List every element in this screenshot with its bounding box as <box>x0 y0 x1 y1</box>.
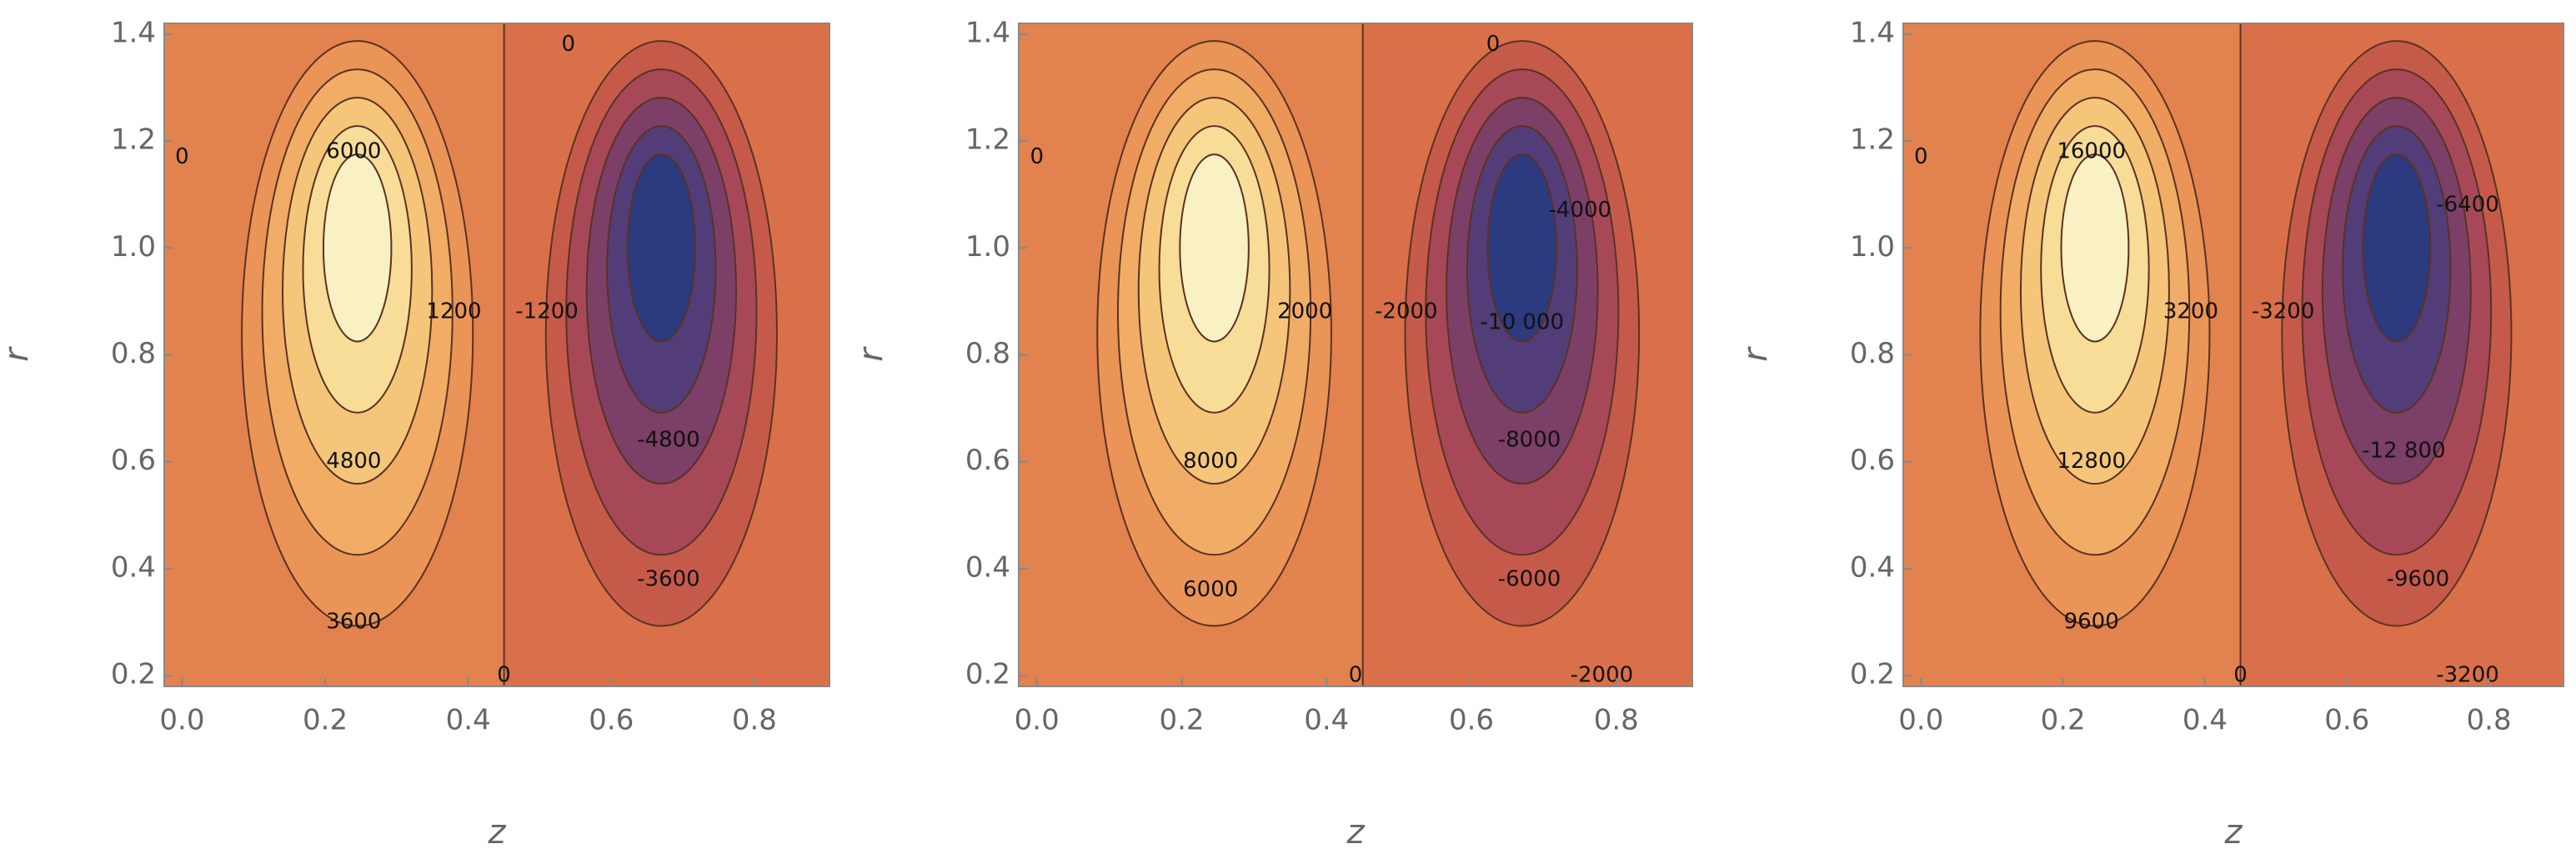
x-tick-label: 0.0 <box>1015 704 1060 737</box>
contour-label: 0 <box>2233 663 2248 688</box>
contour-label: -9600 <box>2387 566 2450 591</box>
y-tick-label: 0.2 <box>111 658 156 691</box>
x-axis-label: z <box>2224 813 2243 851</box>
x-tick-label: 0.4 <box>446 704 491 737</box>
x-tick-label: 0.8 <box>2467 704 2512 737</box>
contour-label: -4000 <box>1549 198 1612 223</box>
contour-label: -8000 <box>1498 428 1561 453</box>
y-tick-label: 0.4 <box>965 550 1010 584</box>
contour-label: 6000 <box>1183 577 1238 602</box>
contour-label: -10 000 <box>1481 310 1564 335</box>
y-tick-label: 0.8 <box>1850 337 1895 370</box>
y-tick-label: 1.0 <box>111 230 156 264</box>
x-tick-label: 0.0 <box>1898 704 1943 737</box>
contour-label: 0 <box>1030 144 1044 169</box>
x-axis-label: z <box>488 813 507 851</box>
contour-label: 4800 <box>326 449 381 474</box>
y-tick-label: 1.2 <box>111 123 156 157</box>
contour-label: 0 <box>175 144 189 169</box>
y-tick-label: 1.4 <box>965 16 1010 49</box>
contour-label: -2000 <box>1571 663 1634 688</box>
y-tick-label: 1.4 <box>1850 16 1895 49</box>
contour-label: -3600 <box>637 566 700 591</box>
x-tick-label: 0.2 <box>1159 704 1204 737</box>
y-tick-label: 0.6 <box>111 444 156 477</box>
contour-level <box>626 153 697 343</box>
contour-label: -4800 <box>637 428 700 453</box>
contour-label: 2000 <box>1277 299 1332 324</box>
x-tick-label: 0.8 <box>732 704 777 737</box>
contour-label: 0 <box>497 663 511 688</box>
contour-label: 8000 <box>1183 449 1238 474</box>
y-axis-label: r <box>1737 346 1775 362</box>
x-tick-label: 0.4 <box>2183 704 2228 737</box>
contour-label: 12800 <box>2057 449 2126 474</box>
contour-level <box>322 153 393 343</box>
y-axis-label: r <box>0 346 36 362</box>
y-tick-label: 0.4 <box>111 550 156 584</box>
x-tick-label: 0.8 <box>1594 704 1639 737</box>
y-tick-label: 0.2 <box>965 658 1010 691</box>
y-axis-label: r <box>852 346 890 362</box>
contour-label: -12 800 <box>2362 438 2445 463</box>
y-tick-label: 1.0 <box>965 230 1010 264</box>
plot-area <box>164 23 829 686</box>
contour-label: 3200 <box>2163 299 2218 324</box>
contour-label: 16000 <box>2057 138 2126 163</box>
y-tick-label: 0.6 <box>1850 444 1895 477</box>
contour-label: 0 <box>1349 663 1363 688</box>
plot-area <box>1019 23 1692 686</box>
contour-label: 6000 <box>326 138 381 163</box>
x-tick-label: 0.6 <box>2324 704 2369 737</box>
y-tick-label: 1.2 <box>1850 123 1895 157</box>
x-tick-label: 0.0 <box>159 704 204 737</box>
y-tick-label: 0.8 <box>111 337 156 370</box>
contour-label: 9600 <box>2064 610 2119 635</box>
contour-label: -3200 <box>2252 299 2315 324</box>
contour-level <box>1179 153 1250 343</box>
x-tick-label: 0.6 <box>1449 704 1494 737</box>
y-tick-label: 1.4 <box>111 16 156 49</box>
contour-level <box>2362 153 2432 343</box>
y-tick-label: 0.8 <box>965 337 1010 370</box>
x-tick-label: 0.2 <box>303 704 348 737</box>
x-tick-label: 0.2 <box>2041 704 2086 737</box>
y-tick-label: 1.2 <box>965 123 1010 157</box>
contour-label: 0 <box>562 32 576 57</box>
y-tick-label: 0.2 <box>1850 658 1895 691</box>
y-tick-label: 0.4 <box>1850 550 1895 584</box>
contour-label: 3600 <box>326 610 381 635</box>
contour-label: 0 <box>1914 144 1928 169</box>
contour-label: 0 <box>1486 32 1501 57</box>
contour-label: 1200 <box>426 299 481 324</box>
x-tick-label: 0.4 <box>1304 704 1349 737</box>
contour-label: -6000 <box>1498 566 1561 591</box>
contour-level <box>1486 153 1558 343</box>
contour-level <box>2060 153 2130 343</box>
contour-label: -6400 <box>2436 192 2499 217</box>
x-tick-label: 0.6 <box>589 704 634 737</box>
x-axis-label: z <box>1346 813 1366 851</box>
contour-label: -2000 <box>1375 299 1438 324</box>
y-tick-label: 0.6 <box>965 444 1010 477</box>
plot-area <box>1903 23 2563 686</box>
contour-label: -1200 <box>515 299 579 324</box>
y-tick-label: 1.0 <box>1850 230 1895 264</box>
